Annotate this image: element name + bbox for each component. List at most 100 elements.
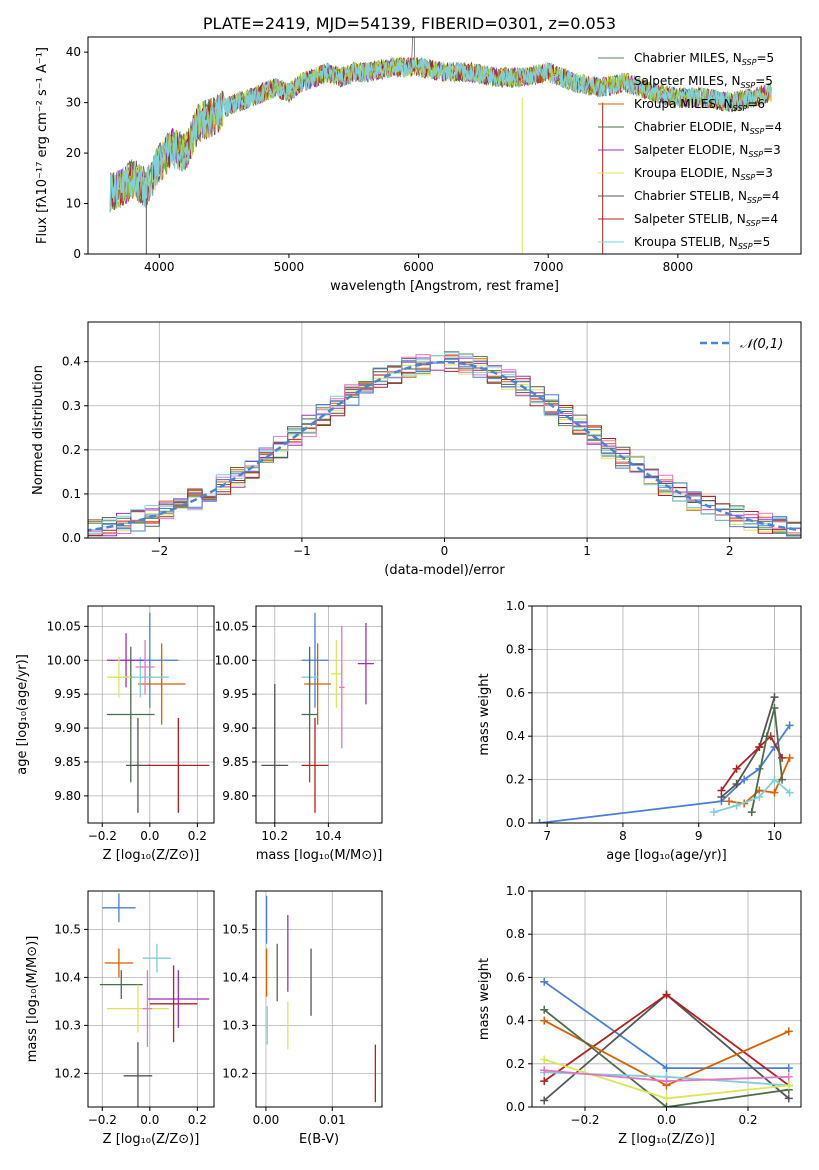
y-tick-label: 20 [66, 146, 81, 160]
weight-marker [540, 1066, 549, 1075]
spectrum-frame [87, 36, 802, 255]
legend-entry: Chabrier STELIB, NSSP=4 [634, 189, 779, 205]
x-axis-label: Z [log₁₀(Z/Z⊙)] [618, 1132, 715, 1147]
x-tick-label: 9 [695, 829, 703, 843]
y-tick-label: 0.0 [62, 531, 81, 545]
legend-entry: Kroupa MILES, NSSP=6 [634, 97, 765, 113]
y-tick-label: 10.2 [222, 1066, 249, 1080]
weight-marker [784, 1081, 793, 1090]
y-axis-label: Normed distribution [31, 365, 46, 495]
weight-marker [662, 1064, 671, 1073]
y-tick-label: 10.4 [54, 970, 81, 984]
x-axis-label: (data-model)/error [384, 563, 505, 578]
weight-marker [770, 703, 779, 712]
weight-marker [770, 788, 779, 797]
y-tick-label: 10.3 [54, 1018, 81, 1032]
legend-text: Kroupa STELIB, N [634, 235, 738, 249]
weight-marker [784, 1064, 793, 1073]
y-tick-label: 1.0 [506, 599, 525, 613]
y-axis-label: Flux [fλ10⁻¹⁷ erg cm⁻² s⁻¹ A⁻¹] [35, 47, 50, 244]
y-tick-label: 10.3 [222, 1018, 249, 1032]
weight-marker [784, 1072, 793, 1081]
legend-sub: SSP [746, 219, 761, 228]
weight-marker [540, 977, 549, 986]
weight-marker [662, 990, 671, 999]
y-tick-label: 9.95 [54, 687, 81, 701]
errorbar-frame [87, 605, 215, 824]
y-tick-label: 10 [66, 197, 81, 211]
x-tick-label: 0.2 [188, 1113, 207, 1127]
x-axis-label: Z [log₁₀(Z/Z⊙)] [103, 848, 200, 863]
legend-text: Chabrier ELODIE, N [634, 120, 750, 134]
x-tick-label: 10.4 [315, 829, 342, 843]
x-tick-label: 0.0 [140, 1113, 159, 1127]
weight-marker [662, 1077, 671, 1086]
weight-plot-area [532, 606, 801, 823]
residual-histogram [88, 358, 801, 537]
y-tick-label: 40 [66, 45, 81, 59]
weight-marker [740, 775, 749, 784]
errorbar-plot-area [256, 891, 382, 1107]
legend-text: Kroupa ELODIE, N [634, 166, 741, 180]
x-tick-label: 0 [441, 544, 449, 558]
x-axis-label: E(B-V) [299, 1132, 339, 1147]
legend-entry: Kroupa ELODIE, NSSP=3 [634, 166, 773, 182]
x-tick-label: 4000 [144, 260, 175, 274]
y-tick-label: 0.4 [506, 1014, 525, 1028]
x-tick-label: 0.01 [319, 1113, 346, 1127]
legend-text: =5 [753, 235, 771, 249]
weight-marker [785, 753, 794, 762]
weight-marker [540, 1016, 549, 1025]
legend-sub: SSP [742, 58, 757, 67]
legend-text: =4 [764, 120, 782, 134]
y-tick-label: 0.8 [506, 642, 525, 656]
legend-text: Salpeter MILES, N [634, 74, 741, 88]
errorbar-frame [255, 890, 383, 1108]
y-tick-label: 9.80 [222, 789, 249, 803]
legend-text: =4 [760, 212, 778, 226]
weight-plot-area [532, 891, 801, 1107]
y-tick-label: 0.4 [62, 355, 81, 369]
x-tick-label: −2 [150, 544, 168, 558]
weight-marker [540, 1005, 549, 1014]
spectrum-series-line [109, 57, 772, 213]
legend-entry: Chabrier MILES, NSSP=5 [634, 51, 774, 67]
y-tick-label: 0 [73, 247, 81, 261]
weight-marker [732, 779, 741, 788]
x-axis-label: mass [log₁₀(M/M⊙)] [256, 848, 383, 863]
weight-frame [531, 605, 802, 824]
weight-marker [717, 786, 726, 795]
weight-marker [535, 819, 544, 823]
x-tick-label: −0.2 [88, 1113, 117, 1127]
y-tick-label: 9.90 [222, 721, 249, 735]
weight-marker [725, 797, 734, 806]
legend-text: Chabrier MILES, N [634, 51, 742, 65]
weight-marker [732, 764, 741, 773]
weight-marker [762, 732, 771, 741]
x-tick-label: 6000 [403, 260, 434, 274]
x-tick-label: 8000 [663, 260, 694, 274]
legend-text: =6 [747, 97, 765, 111]
legend-text: Kroupa MILES, N [634, 97, 733, 111]
legend-text: =3 [763, 143, 781, 157]
weight-marker [784, 1027, 793, 1036]
legend-text: Salpeter ELODIE, N [634, 143, 748, 157]
y-tick-label: 1.0 [506, 884, 525, 898]
y-tick-label: 9.85 [222, 755, 249, 769]
y-tick-label: 0.6 [506, 686, 525, 700]
legend-sub: SSP [747, 196, 762, 205]
weight-marker [755, 792, 764, 801]
weight-marker [540, 1077, 549, 1086]
errorbar-plot-area [256, 606, 382, 823]
weight-series-line [720, 696, 776, 798]
x-tick-label: 7 [543, 829, 551, 843]
legend-entry: Salpeter ELODIE, NSSP=3 [634, 143, 781, 159]
weight-marker [662, 1103, 671, 1107]
weight-marker [755, 743, 764, 752]
y-tick-label: 0.4 [506, 729, 525, 743]
weight-marker [785, 721, 794, 730]
y-tick-label: 10.5 [54, 922, 81, 936]
y-axis-label: age [log₁₀(age/yr)] [15, 654, 30, 775]
legend-text: Chabrier STELIB, N [634, 189, 747, 203]
